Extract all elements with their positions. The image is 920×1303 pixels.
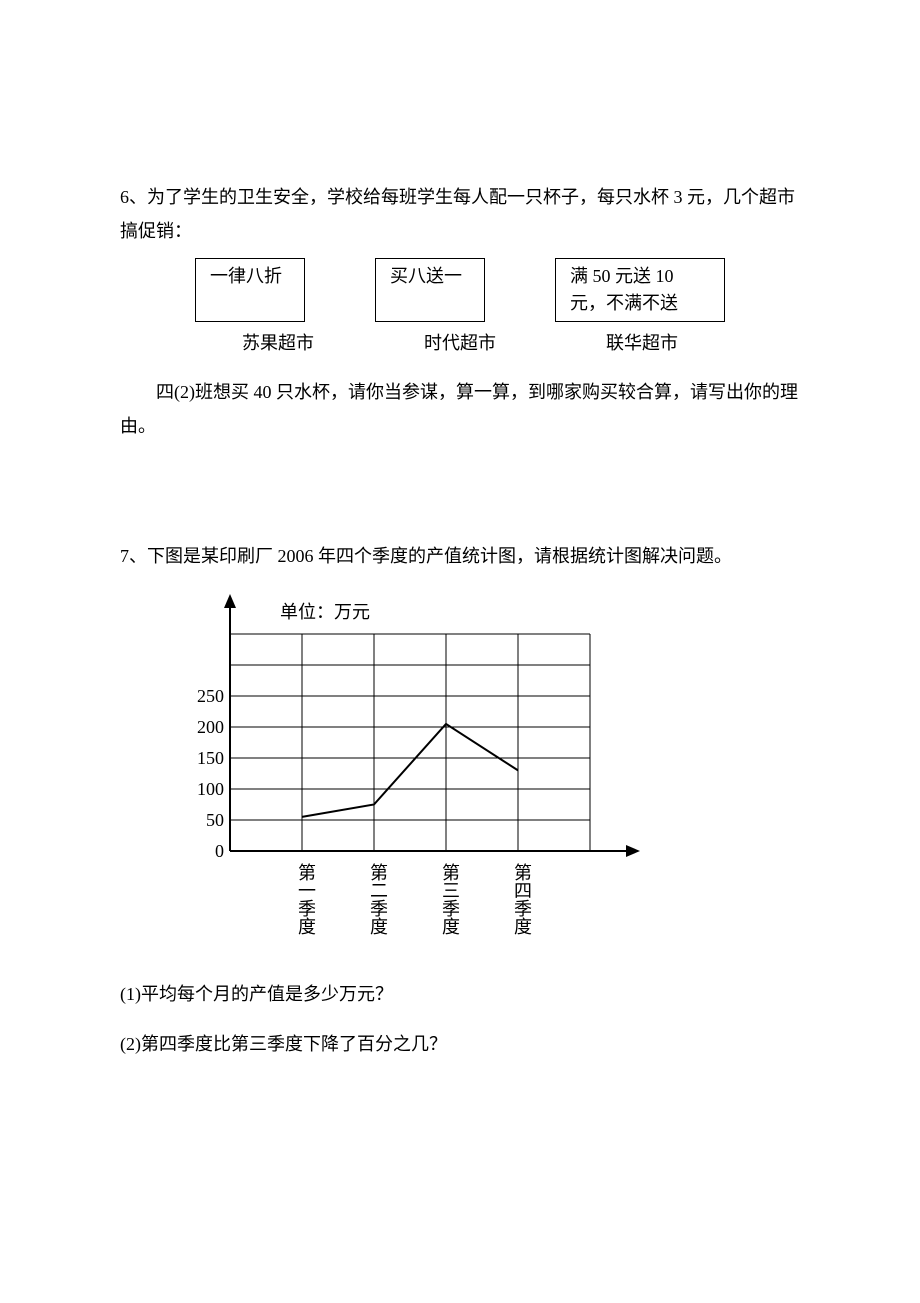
promo-row: 一律八折 买八送一 满 50 元送 10 元，不满不送 — [120, 258, 800, 322]
x-tick: 第三季度 — [436, 863, 460, 935]
y-tick: 200 — [184, 710, 224, 744]
q7-sub-2: (2)第四季度比第三季度下降了百分之几？ — [120, 1027, 800, 1061]
q6-followup: 四(2)班想买 40 只水杯，请你当参谋，算一算，到哪家购买较合算，请写出你的理… — [120, 375, 800, 443]
chart: 单位：万元 050100150200250 第一季度 第二季度 第三季度 第四季度 — [180, 591, 660, 951]
y-tick: 50 — [184, 803, 224, 837]
chart-unit-label: 单位：万元 — [280, 595, 370, 629]
y-tick: 150 — [184, 741, 224, 775]
q7-text: 7、下图是某印刷厂 2006 年四个季度的产值统计图，请根据统计图解决问题。 — [120, 539, 800, 573]
y-tick: 250 — [184, 679, 224, 713]
q6-text: 6、为了学生的卫生安全，学校给每班学生每人配一只杯子，每只水杯 3 元，几个超市… — [120, 180, 800, 248]
store-3: 联华超市 — [606, 326, 678, 360]
x-tick: 第二季度 — [364, 863, 388, 935]
chart-svg — [180, 591, 660, 951]
y-tick: 100 — [184, 772, 224, 806]
x-tick: 第一季度 — [292, 863, 316, 935]
promo-box-1: 一律八折 — [195, 258, 305, 322]
store-1: 苏果超市 — [242, 326, 314, 360]
store-row: 苏果超市 时代超市 联华超市 — [120, 326, 800, 360]
y-tick: 0 — [184, 834, 224, 868]
x-tick: 第四季度 — [508, 863, 532, 935]
q7-sub-1: (1)平均每个月的产值是多少万元？ — [120, 977, 800, 1011]
promo-box-3: 满 50 元送 10 元，不满不送 — [555, 258, 725, 322]
promo-box-2: 买八送一 — [375, 258, 485, 322]
q7-sub-questions: (1)平均每个月的产值是多少万元？ (2)第四季度比第三季度下降了百分之几？ — [120, 977, 800, 1061]
store-2: 时代超市 — [424, 326, 496, 360]
